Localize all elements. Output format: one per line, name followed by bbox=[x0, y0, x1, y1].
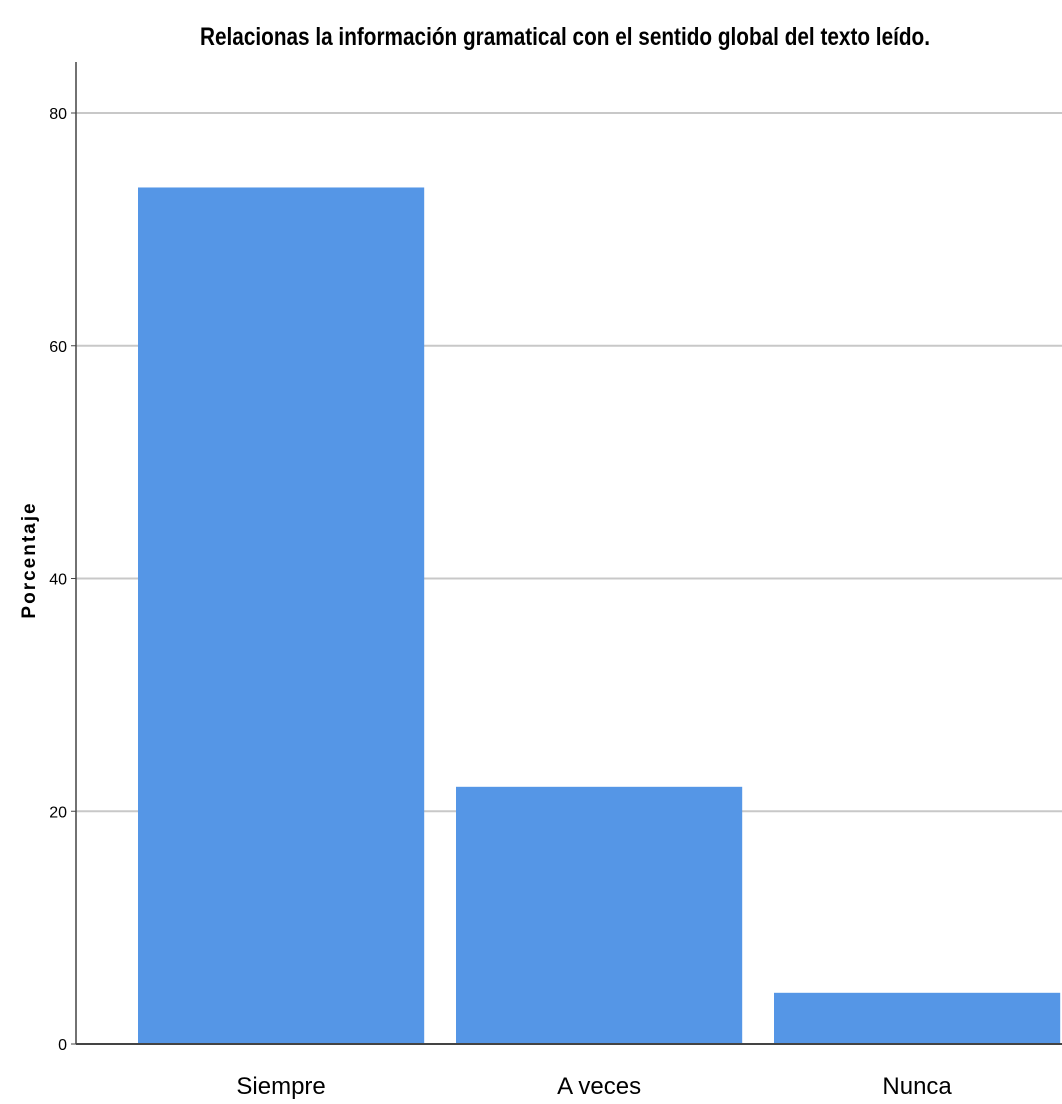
y-tick-label-60: 60 bbox=[49, 339, 67, 356]
y-tick-label-40: 40 bbox=[49, 572, 67, 589]
tick-labels: 0 20 40 60 80 Siempre A veces Nunca bbox=[49, 106, 952, 1100]
y-tick-label-0: 0 bbox=[58, 1037, 67, 1054]
bars bbox=[138, 187, 1061, 1045]
bar-siempre bbox=[138, 187, 425, 1045]
x-tick-label-siempre: Siempre bbox=[236, 1073, 325, 1100]
chart-title: Relacionas la información gramatical con… bbox=[200, 23, 930, 51]
bar-nunca bbox=[774, 992, 1061, 1044]
bar-a-veces bbox=[456, 786, 743, 1044]
y-tick-label-20: 20 bbox=[49, 804, 67, 821]
x-tick-label-a-veces: A veces bbox=[557, 1073, 641, 1100]
y-axis-label: Porcentaje bbox=[19, 501, 40, 618]
x-tick-label-nunca: Nunca bbox=[882, 1073, 952, 1100]
axes bbox=[71, 62, 1062, 1045]
y-tick-label-80: 80 bbox=[49, 106, 67, 123]
